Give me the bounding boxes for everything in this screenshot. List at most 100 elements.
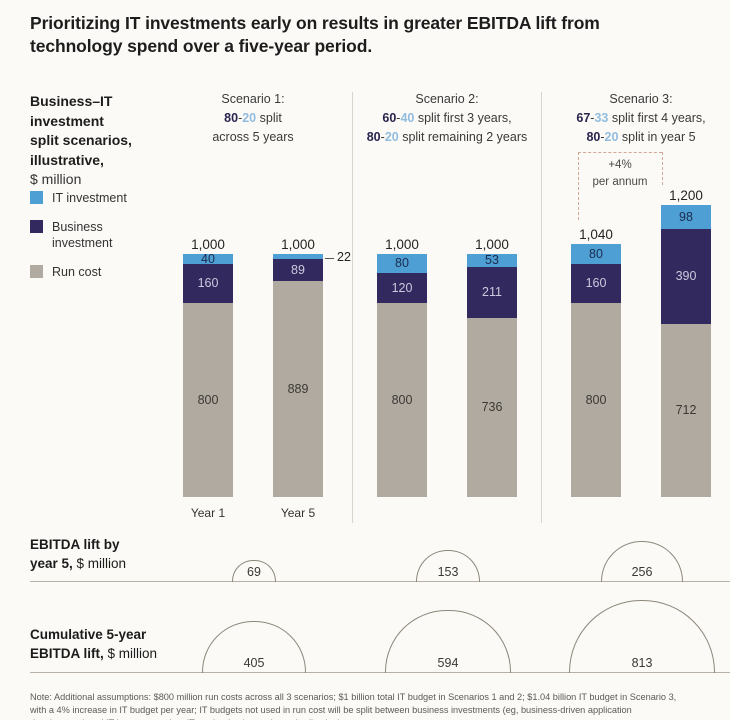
ebitda-arc-value: 813 (631, 655, 653, 670)
scenario-header-text: 20 (242, 110, 257, 125)
bar-segment-it: 98 (661, 205, 711, 230)
bar-total-label: 1,000 (191, 237, 225, 252)
bar-segment-business: 211 (467, 266, 517, 319)
scenario-header-text: split first 3 years, (414, 110, 512, 125)
ebitda-baseline (30, 672, 730, 673)
bar-total-label: 1,000 (475, 237, 509, 252)
scenario-header-text: split first 4 years, (608, 110, 706, 125)
bar-value-label: 80 (589, 246, 603, 261)
bar-value-label: 211 (482, 285, 502, 300)
ebitda-arc: 594 (385, 610, 511, 673)
bar-segment-run: 736 (467, 318, 517, 497)
scenario-header-text: 33 (594, 110, 609, 125)
ebitda-arc-value: 153 (437, 564, 459, 579)
legend-item-run-cost: Run cost (30, 264, 127, 280)
cumulative-ebitda-label-bold: EBITDA lift, (30, 645, 104, 661)
legend-item-it-investment: IT investment (30, 190, 127, 206)
annotation-bracket-left (578, 152, 579, 220)
ebitda-arc: 69 (231, 559, 276, 582)
bar-value-label: 160 (197, 275, 219, 290)
scenario-header-text: Scenario 2: (415, 92, 479, 106)
scenario-divider-2 (541, 92, 542, 523)
bar-value-label: 712 (675, 403, 697, 418)
scenario-header-text: - (590, 110, 595, 125)
chart-subtitle: Business–IT investment split scenarios, … (30, 92, 170, 190)
bar-segment-it (273, 254, 323, 260)
bar-segment-run: 800 (183, 302, 233, 497)
bar-value-label: 800 (585, 392, 607, 407)
scenario-header-text: 67 (576, 110, 591, 125)
scenario-header-text: 80 (366, 129, 381, 144)
cumulative-ebitda-label-bold: Cumulative 5-year (30, 627, 147, 642)
annotation-bracket-right (662, 152, 663, 185)
bar-total-label: 1,000 (281, 237, 315, 252)
scenario-header: Scenario 1: 80-20 split across 5 years (153, 90, 353, 146)
bar-segment-it: 40 (183, 253, 233, 265)
year-axis-label: Year 5 (280, 506, 316, 520)
scenario-header-text: - (380, 129, 385, 144)
growth-annotation-label: +4% per annum (592, 159, 648, 188)
ebitda-arc: 256 (600, 540, 684, 582)
scenario-header: Scenario 2: 60-40 split first 3 years, 80-… (347, 90, 547, 146)
bar-value-label: 53 (485, 253, 499, 268)
cumulative-ebitda-label-unit: $ million (103, 645, 158, 661)
bar-segment-run: 800 (571, 302, 621, 497)
annotation-bracket-top (578, 152, 662, 153)
scenario-header-text: - (238, 110, 243, 125)
scenario-header-text: - (600, 129, 605, 144)
it-value-callout: 22 (337, 250, 351, 264)
bar-value-label: 80 (395, 256, 409, 271)
ebitda-baseline (30, 581, 730, 582)
legend-label: IT investment (52, 191, 127, 205)
ebitda-arc: 405 (202, 621, 306, 673)
scenario-header-text: - (396, 110, 401, 125)
bar-segment-business: 160 (571, 263, 621, 303)
scenario-header-text: 60 (382, 110, 397, 125)
chart-unit-label: $ million (30, 171, 82, 188)
scenario-header-text: 40 (400, 110, 415, 125)
scenario-header-text: 20 (604, 129, 619, 144)
legend-swatch-it-investment-icon (30, 191, 43, 204)
bar-segment-business: 390 (661, 229, 711, 324)
bar-segment-business: 120 (377, 273, 427, 303)
ebitda-arc-value: 256 (631, 564, 653, 579)
ebitda-lift-label-bold: EBITDA lift by (30, 537, 120, 552)
scenario-header-text: split in year 5 (618, 129, 696, 144)
ebitda-arc: 813 (568, 599, 716, 673)
scenario-header-text: split (256, 110, 282, 125)
scenario-header-text: 20 (384, 129, 399, 144)
bar-segment-business: 160 (183, 263, 233, 303)
legend-swatch-business-investment-icon (30, 220, 43, 233)
scenario-header-text: Scenario 3: (609, 92, 673, 106)
scenario-divider-1 (352, 92, 353, 523)
legend: IT investment Business investment Run co… (30, 190, 127, 293)
bar-segment-run: 800 (377, 302, 427, 497)
chart-title: Prioritizing IT investments early on res… (30, 13, 600, 57)
year-axis-label: Year 1 (190, 506, 226, 520)
ebitda-arc: 153 (415, 549, 481, 582)
bar-segment-it: 53 (467, 254, 517, 267)
ebitda-arc-value: 69 (247, 564, 261, 579)
scenario-header-text: 80 (224, 110, 239, 125)
scenario-header-text: Scenario 1: (221, 92, 285, 106)
scenario-header-text: 80 (586, 129, 601, 144)
legend-label: Business investment (52, 220, 113, 250)
scenario-header-text: split remaining 2 years (398, 129, 528, 144)
ebitda-arc-value: 594 (437, 655, 459, 670)
bar-value-label: 736 (481, 400, 503, 415)
footnote: Note: Additional assumptions: $800 milli… (30, 692, 677, 720)
bar-value-label: 89 (291, 262, 305, 277)
legend-label: Run cost (52, 265, 102, 279)
ebitda-arc-value: 405 (243, 655, 265, 670)
legend-swatch-run-cost-icon (30, 265, 43, 278)
chart-subtitle-text: Business–IT investment split scenarios, … (30, 93, 132, 168)
bar-segment-business: 89 (273, 259, 323, 281)
bar-value-label: 800 (391, 392, 413, 407)
bar-value-label: 390 (675, 269, 697, 284)
bar-value-label: 160 (585, 275, 607, 290)
bar-total-label: 1,040 (579, 227, 613, 243)
scenario-header-text: across 5 years (212, 129, 294, 144)
bar-value-label: 98 (679, 210, 693, 225)
bar-segment-it: 80 (377, 254, 427, 274)
bar-segment-run: 712 (661, 323, 711, 497)
